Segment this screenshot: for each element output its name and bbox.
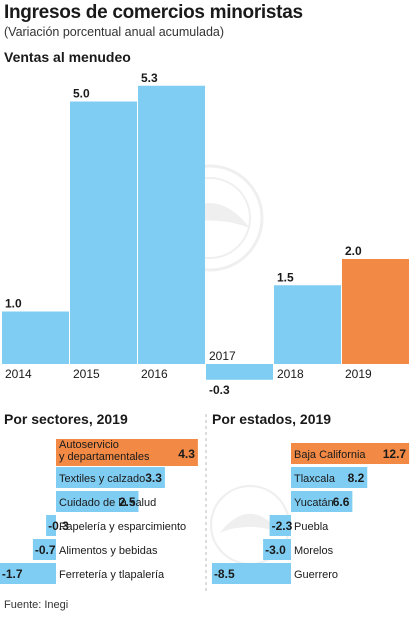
estados-bar-1 [291,467,368,488]
sectores-bar-3 [46,515,56,536]
estados-category-label-5: Guerrero [294,569,338,581]
sectores-bar-2 [56,491,139,512]
sectores-value-label-0: 4.3 [178,447,195,461]
sectores-value-label-5: -1.7 [2,567,23,581]
source-note: Fuente: Inegi [4,599,69,611]
ventas-section-title: Ventas al menudeo [4,49,131,65]
sectores-value-label-3: -0.3 [48,519,69,533]
estados-bar-0 [291,443,410,464]
sectores-category-label-4: Alimentos y bebidas [59,545,158,557]
sectores-value-label-1: 3.3 [145,471,162,485]
ventas-category-label-2015: 2015 [73,367,100,381]
estados-value-label-3: -2.3 [272,519,293,533]
estados-bar-5 [211,563,291,584]
estados-bar-4 [263,539,291,560]
ventas-category-label-2019: 2019 [345,367,372,381]
estados-value-label-1: 8.2 [348,471,365,485]
ventas-value-label-2014: 1.0 [5,297,22,311]
sectores-bar-5 [0,563,56,584]
sectores-category-label-2: Cuidado de la salud [59,497,156,509]
sectores-category-label-3: Papelería y esparcimiento [59,521,186,533]
sectores-value-label-2: 2.5 [119,495,136,509]
estados-value-label-2: 6.6 [333,495,350,509]
sectores-value-label-4: -0.7 [35,543,56,557]
chart-subtitle: (Variación porcentual anual acumulada) [4,25,225,39]
sectores-section-title: Por sectores, 2019 [4,411,128,427]
estados-category-label-2: Yucatán [294,497,334,509]
estados-bar-3 [269,515,291,536]
estados-value-label-4: -3.0 [265,543,286,557]
ventas-category-label-2016: 2016 [141,367,168,381]
sectores-category-label-5: Ferretería y tlapalería [59,569,165,581]
sectores-bar-0 [56,439,198,466]
estados-category-label-0: Baja California [294,449,366,461]
sectores-bar-1 [56,467,165,488]
chart-title: Ingresos de comercios minoristas [4,2,303,23]
estados-value-label-5: -8.5 [214,567,235,581]
estados-section-title: Por estados, 2019 [212,411,332,427]
ventas-category-label-2014: 2014 [5,367,32,381]
ventas-category-label-2018: 2018 [277,367,304,381]
ventas-value-label-2016: 5.3 [141,71,158,85]
ventas-value-label-2018: 1.5 [277,270,294,284]
sectores-category-label-1: Textiles y calzado [59,473,145,485]
estados-category-label-3: Puebla [294,521,329,533]
ventas-category-label-2017: 2017 [209,349,236,363]
ventas-value-label-2019: 2.0 [345,244,362,258]
estados-category-label-4: Morelos [294,545,334,557]
ventas-value-label-2015: 5.0 [73,87,90,101]
ventas-bar-2016 [138,85,205,364]
ventas-bar-2019 [342,259,409,364]
estados-bar-2 [291,491,353,512]
estados-value-label-0: 12.7 [383,447,407,461]
ventas-bar-2014 [2,311,69,364]
sectores-category-label-0: Autoservicio y departamentales [59,439,150,463]
ventas-bar-2018 [274,285,341,364]
estados-category-label-1: Tlaxcala [294,473,336,485]
ventas-value-label-2017: -0.3 [209,383,230,397]
sectores-bar-4 [32,539,56,560]
ventas-bar-2017 [206,364,273,380]
ventas-bar-2015 [70,101,137,364]
